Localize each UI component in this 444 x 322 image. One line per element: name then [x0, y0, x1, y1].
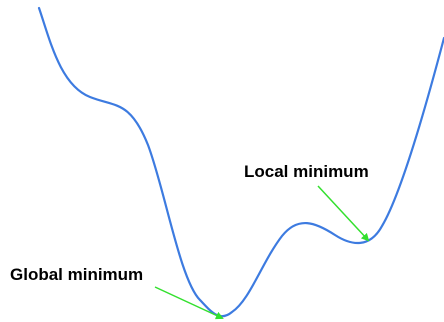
local-minimum-arrow: [317, 185, 370, 242]
global-minimum-label: Global minimum: [10, 265, 143, 284]
loss-curve: [37, 6, 444, 318]
global-minimum-arrow: [154, 286, 224, 320]
local-minimum-label: Local minimum: [244, 162, 369, 181]
